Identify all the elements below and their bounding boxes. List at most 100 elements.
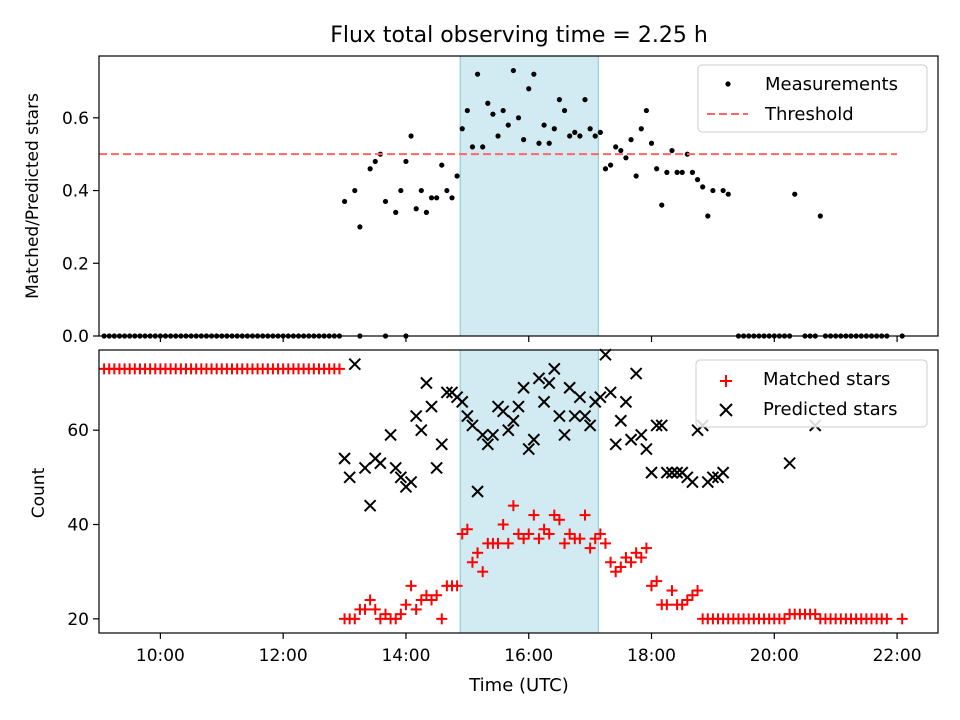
measurement-point (413, 206, 419, 212)
measurement-point (536, 140, 542, 146)
predicted-stars-point (645, 466, 658, 479)
matched-stars-point (405, 580, 417, 592)
predicted-stars-point (435, 438, 448, 451)
measurement-point (423, 209, 430, 215)
matched-stars-point (410, 603, 422, 615)
predicted-stars-point (655, 419, 668, 432)
top-shaded-interval (459, 55, 599, 337)
predicted-stars-point (716, 466, 730, 479)
legend-measurements-marker (725, 81, 731, 87)
measurement-point (643, 107, 649, 114)
matched-stars-point (584, 542, 596, 554)
top-y-axis-label: Matched/Predicted stars (23, 93, 43, 299)
measurement-point (582, 97, 588, 103)
measurement-point (357, 224, 363, 230)
predicted-stars-point (374, 456, 387, 470)
matched-stars-point (395, 608, 407, 620)
predicted-stars-point (517, 381, 530, 394)
measurement-point (792, 191, 798, 197)
matched-stars-point (589, 533, 601, 545)
matched-stars-point (507, 500, 519, 512)
predicted-stars-point (542, 376, 556, 390)
predicted-stars-point (471, 485, 484, 498)
predicted-stars-point (348, 357, 361, 371)
measurement-point (638, 126, 644, 132)
measurement-point (551, 126, 557, 132)
predicted-stars-point (706, 471, 720, 484)
bottom-legend: Matched stars Predicted stars (695, 359, 928, 428)
measurement-point (602, 166, 609, 172)
measurement-point (705, 213, 711, 219)
matched-stars-point (635, 552, 647, 564)
predicted-stars-point (384, 428, 397, 442)
predicted-stars-point (614, 414, 628, 427)
measurement-point (720, 187, 726, 194)
y-tick-label: 60 (67, 421, 89, 441)
measurement-point (618, 147, 624, 154)
matched-stars-point (502, 537, 514, 549)
measurement-point (700, 184, 706, 190)
legend-matched-label: Matched stars (763, 369, 890, 390)
matched-stars-point (390, 613, 402, 625)
measurement-point (398, 187, 404, 194)
matched-stars-point (625, 556, 637, 568)
predicted-stars-point (604, 386, 617, 399)
y-tick-label: 0.4 (62, 182, 89, 202)
measurement-point (694, 177, 701, 183)
matched-stars-point (477, 566, 489, 578)
measurement-point (505, 122, 511, 128)
predicted-stars-point (573, 390, 587, 404)
matched-stars-point (456, 528, 468, 540)
predicted-stars-point (624, 433, 638, 446)
x-tick-label: 10:00 (136, 646, 185, 666)
measurement-point (367, 166, 373, 172)
y-tick-label: 20 (67, 610, 89, 630)
predicted-stars-point (640, 442, 653, 456)
matched-stars-point (415, 594, 427, 606)
measurement-point (403, 158, 409, 165)
predicted-stars-point (507, 414, 520, 427)
legend-threshold-label: Threshold (764, 104, 854, 125)
predicted-stars-point (512, 400, 525, 413)
matched-stars-point (553, 514, 565, 526)
matched-stars-point (681, 594, 693, 606)
measurement-point (556, 97, 563, 103)
x-tick-label: 20:00 (750, 646, 799, 666)
measurement-point (654, 166, 660, 172)
predicted-stars-point (527, 433, 541, 446)
matched-stars-point (559, 537, 571, 549)
measurement-point (577, 133, 583, 139)
predicted-stars-point (686, 475, 699, 489)
predicted-stars-point (783, 456, 796, 470)
measurement-point (485, 100, 491, 106)
x-tick-label: 22:00 (873, 646, 922, 666)
predicted-stars-point (522, 442, 535, 456)
predicted-stars-point (609, 438, 622, 451)
matched-stars-point (528, 509, 540, 521)
matched-stars-point (574, 533, 586, 545)
predicted-stars-point (594, 390, 607, 404)
matched-stars-point (594, 528, 606, 540)
matched-stars-point (661, 599, 673, 611)
top-legend-box (697, 64, 928, 133)
matched-stars-point (779, 613, 791, 625)
predicted-stars-point (394, 471, 408, 484)
predicted-stars-point (629, 367, 643, 380)
measurement-point (572, 129, 578, 135)
measurement-point (449, 195, 455, 201)
matched-stars-point (420, 589, 432, 601)
measurement-point (495, 133, 501, 139)
measurement-point (418, 187, 424, 194)
measurement-point (500, 107, 506, 114)
predicted-stars-point (409, 409, 423, 423)
predicted-stars-point (537, 395, 551, 409)
predicted-stars-point (440, 386, 454, 399)
matched-stars-point (692, 585, 704, 597)
measurement-point (510, 67, 516, 74)
legend-predicted-marker (719, 403, 733, 417)
measurement-point (464, 107, 470, 114)
matched-stars-point (640, 542, 652, 554)
measurement-point (372, 158, 378, 165)
predicted-stars-point (461, 409, 474, 423)
matched-stars-point (364, 594, 376, 606)
